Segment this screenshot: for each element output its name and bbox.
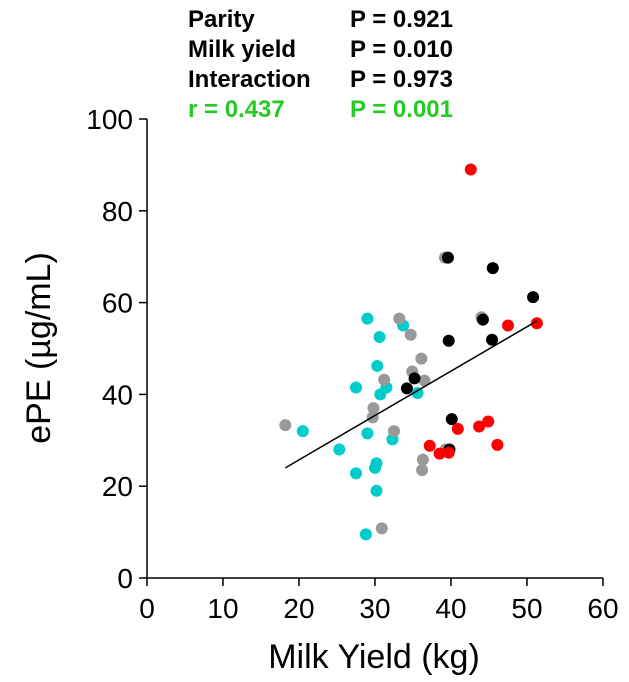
x-axis-title: Milk Yield (kg) — [268, 638, 480, 676]
data-point — [416, 464, 429, 477]
data-points — [279, 163, 543, 541]
stat-interaction-label: Interaction — [188, 66, 311, 93]
y-tick-label: 100 — [86, 104, 133, 135]
data-point — [400, 382, 413, 395]
data-point — [486, 262, 499, 275]
data-point — [333, 443, 346, 456]
x-tick-label: 0 — [139, 593, 155, 624]
data-point — [476, 313, 489, 326]
data-point — [370, 457, 383, 470]
data-point — [393, 312, 406, 325]
data-point — [279, 419, 292, 432]
data-point — [361, 312, 374, 325]
data-point — [530, 317, 543, 330]
data-point — [371, 359, 384, 372]
data-point — [411, 387, 424, 400]
data-point — [441, 251, 454, 264]
x-ticks: 0 10 20 30 40 50 60 — [139, 578, 619, 624]
data-point — [415, 352, 428, 365]
x-tick-label: 20 — [283, 593, 314, 624]
data-point — [451, 422, 464, 435]
data-point — [445, 413, 458, 426]
data-point — [370, 484, 383, 497]
data-point — [378, 373, 391, 386]
data-point — [491, 438, 504, 451]
data-point — [442, 334, 455, 347]
stat-interaction-p: P = 0.973 — [350, 66, 453, 93]
series-0 — [296, 312, 424, 541]
x-tick-label: 10 — [207, 593, 238, 624]
data-point — [361, 427, 374, 440]
stat-milk-yield-p: P = 0.010 — [350, 36, 453, 63]
regression-line — [284, 320, 538, 469]
data-point — [350, 467, 362, 480]
stat-correlation-r: r = 0.437 — [188, 96, 285, 123]
data-point — [482, 415, 495, 428]
y-ticks: 0 20 40 60 80 100 — [86, 104, 147, 594]
stat-parity-p: P = 0.921 — [350, 6, 453, 33]
data-point — [433, 447, 446, 460]
axes — [146, 119, 603, 579]
data-point — [404, 328, 417, 341]
data-point — [423, 439, 436, 452]
x-tick-label: 30 — [359, 593, 390, 624]
x-tick-label: 50 — [511, 593, 542, 624]
data-point — [296, 425, 309, 438]
data-point — [464, 163, 477, 176]
stat-parity-label: Parity — [188, 6, 255, 33]
data-point — [527, 291, 540, 304]
data-point — [473, 420, 486, 433]
data-point — [375, 522, 388, 535]
y-tick-label: 40 — [102, 379, 133, 410]
y-tick-label: 80 — [102, 196, 133, 227]
data-point — [359, 528, 372, 541]
stat-correlation-p: P = 0.001 — [350, 96, 453, 123]
data-point — [373, 331, 386, 344]
data-point — [486, 333, 499, 346]
data-point — [502, 319, 514, 332]
x-tick-label: 60 — [587, 593, 618, 624]
y-tick-label: 20 — [102, 471, 133, 502]
y-tick-label: 60 — [102, 288, 133, 319]
stat-milk-yield-label: Milk yield — [188, 36, 296, 63]
data-point — [367, 402, 380, 415]
data-point — [416, 453, 429, 466]
data-point — [408, 372, 421, 385]
x-tick-label: 40 — [435, 593, 466, 624]
y-axis-title: ePE (µg/mL) — [20, 252, 58, 444]
data-point — [350, 381, 362, 394]
y-tick-label: 0 — [117, 563, 133, 594]
data-point — [388, 425, 400, 438]
data-point — [418, 374, 431, 387]
stats-block: Parity P = 0.921 Milk yield P = 0.010 In… — [188, 6, 453, 123]
series-3 — [423, 163, 543, 460]
data-point — [442, 446, 455, 459]
regression-group — [284, 320, 538, 469]
